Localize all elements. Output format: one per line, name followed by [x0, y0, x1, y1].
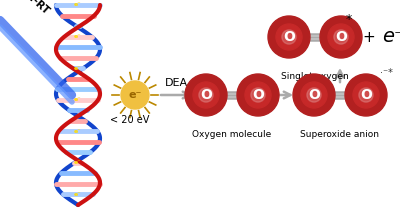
Text: e⁻: e⁻ [74, 160, 82, 165]
Circle shape [345, 74, 387, 116]
Text: O: O [200, 88, 212, 102]
Circle shape [353, 82, 379, 108]
Circle shape [328, 24, 354, 50]
Circle shape [320, 16, 362, 58]
Circle shape [307, 88, 321, 102]
Text: FLASH-RT: FLASH-RT [2, 0, 51, 17]
Circle shape [251, 88, 265, 102]
Circle shape [293, 74, 335, 116]
Circle shape [276, 24, 302, 50]
Text: e⁻: e⁻ [74, 129, 82, 134]
Text: Oxygen molecule: Oxygen molecule [192, 130, 272, 139]
Text: O: O [360, 88, 372, 102]
Circle shape [199, 88, 213, 102]
Circle shape [301, 82, 327, 108]
Circle shape [268, 16, 310, 58]
Text: ·⁻*: ·⁻* [380, 68, 393, 78]
Text: e⁻: e⁻ [74, 34, 82, 39]
Circle shape [185, 74, 227, 116]
Circle shape [334, 30, 348, 44]
Text: Singlet oxygen: Singlet oxygen [281, 72, 349, 81]
Text: e⁻: e⁻ [382, 28, 400, 46]
Text: DEA: DEA [165, 78, 188, 88]
Text: e⁻: e⁻ [128, 90, 142, 100]
Circle shape [193, 82, 219, 108]
Circle shape [121, 81, 149, 109]
Circle shape [359, 88, 373, 102]
Circle shape [237, 74, 279, 116]
Circle shape [245, 82, 271, 108]
Text: e⁻: e⁻ [74, 97, 82, 102]
Text: Superoxide anion: Superoxide anion [300, 130, 380, 139]
Text: e⁻: e⁻ [74, 192, 82, 197]
Text: *: * [346, 13, 352, 25]
Text: O: O [283, 30, 295, 44]
Text: +: + [363, 29, 375, 45]
Text: O: O [252, 88, 264, 102]
Text: O: O [308, 88, 320, 102]
Text: O: O [335, 30, 347, 44]
Circle shape [282, 30, 296, 44]
Text: e⁻: e⁻ [74, 66, 82, 71]
Text: e⁻: e⁻ [74, 3, 82, 8]
Text: < 20 eV: < 20 eV [110, 115, 150, 125]
